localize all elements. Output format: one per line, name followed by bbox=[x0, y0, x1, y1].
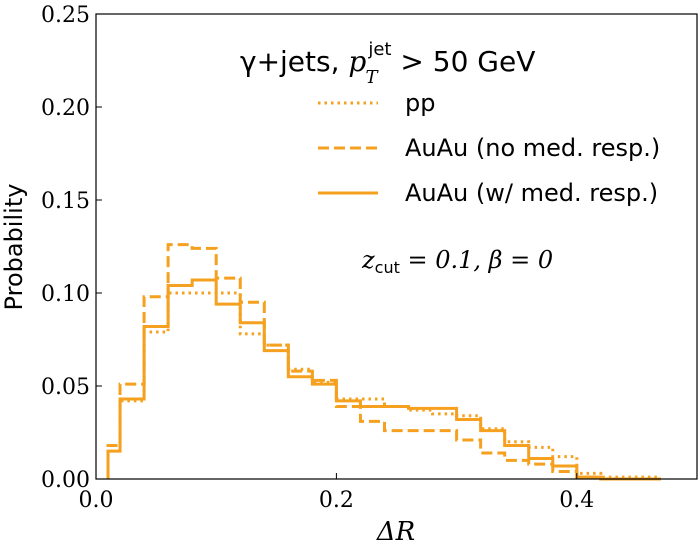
y-tick-label: 0.25 bbox=[41, 3, 90, 28]
x-tick-label: 0.2 bbox=[319, 488, 354, 513]
plot-frame bbox=[95, 13, 698, 480]
legend: pp AuAu (no med. resp.) AuAu (w/ med. resp… bbox=[318, 89, 660, 207]
y-axis: 0.00 0.05 0.10 0.15 0.20 0.25 bbox=[41, 3, 102, 493]
annotation-var: z bbox=[361, 246, 375, 274]
title-sub: T bbox=[365, 67, 379, 88]
annotation: zcut = 0.1, β = 0 bbox=[361, 246, 553, 277]
plot-area bbox=[96, 14, 697, 479]
y-tick-label: 0.10 bbox=[41, 282, 90, 307]
series-layer bbox=[106, 243, 661, 481]
y-tick-label: 0.20 bbox=[41, 96, 90, 121]
annotation-sub: cut bbox=[375, 258, 400, 277]
annotation-rest: = 0.1, β = 0 bbox=[400, 246, 553, 274]
y-axis-label: Probability bbox=[0, 184, 28, 311]
title-var: p bbox=[348, 45, 366, 78]
title-suffix: > 50 GeV bbox=[392, 45, 536, 78]
legend-label-2: AuAu (w/ med. resp.) bbox=[405, 179, 658, 207]
x-tick-label: 0.0 bbox=[79, 488, 114, 513]
chart-title: γ+jets, p jet T > 50 GeV bbox=[240, 39, 535, 88]
title-prefix: γ+jets, bbox=[240, 45, 348, 78]
x-tick-label: 0.4 bbox=[559, 488, 594, 513]
legend-label-1: AuAu (no med. resp.) bbox=[405, 134, 660, 162]
series-line-2 bbox=[106, 278, 661, 481]
y-tick-label: 0.00 bbox=[41, 468, 90, 493]
x-axis: 0.0 0.2 0.4 bbox=[79, 473, 594, 513]
series-line-1 bbox=[106, 243, 661, 481]
y-tick-label: 0.15 bbox=[41, 189, 90, 214]
y-tick-label: 0.05 bbox=[41, 375, 90, 400]
x-axis-label: ΔR bbox=[376, 517, 415, 547]
legend-label-0: pp bbox=[405, 89, 435, 117]
title-sup: jet bbox=[367, 39, 391, 60]
